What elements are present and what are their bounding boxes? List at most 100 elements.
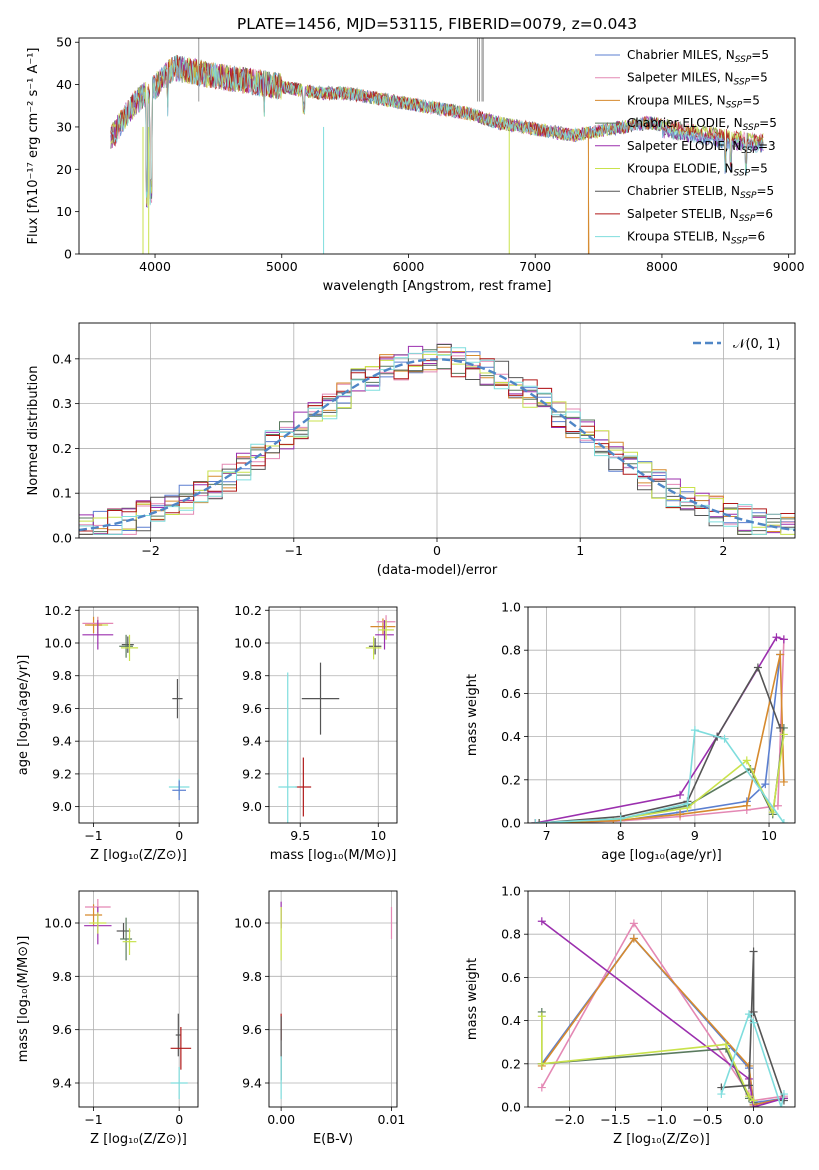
- x-tick-label: 0.00: [267, 1112, 295, 1127]
- weight-series-line: [535, 654, 785, 823]
- legend-suffix: =5: [750, 162, 768, 176]
- legend-text: Chabrier ELODIE, N: [627, 116, 743, 130]
- x-tick-label: 0: [433, 543, 441, 558]
- y-tick-label: 1.0: [501, 600, 521, 615]
- x-axis-label: Z [log₁₀(Z/Z⊙)]: [90, 1132, 187, 1147]
- x-tick-label: 10: [370, 828, 386, 843]
- y-tick-label: 20: [56, 162, 72, 177]
- panel-weight-vs-age: 7 8 9 10 0.0 0.2 0.4 0.6 0.8 1.0 age [log₁₀(age/yr…: [465, 600, 796, 863]
- weight-marker: [720, 734, 729, 743]
- x-tick-label: 10: [761, 828, 777, 843]
- y-tick-label: 0.4: [501, 1013, 521, 1028]
- y-axis-label: mass weight: [465, 958, 480, 1040]
- y-tick-label: 9.4: [242, 734, 262, 749]
- x-tick-label: −2.0: [554, 1112, 584, 1127]
- weight-marker: [779, 777, 788, 786]
- y-tick-label: 0.6: [501, 686, 521, 701]
- y-tick-label: 0: [64, 247, 72, 262]
- weight-series-line: [541, 921, 785, 1102]
- legend-suffix: =5: [750, 71, 768, 85]
- x-tick-label: 8000: [646, 259, 678, 274]
- legend-subscript: SSP: [735, 55, 752, 65]
- plot-area-weight-vs-age: [528, 607, 795, 823]
- y-tick-label: 9.2: [52, 766, 72, 781]
- x-axis-label: Z [log₁₀(Z/Z⊙)]: [90, 848, 187, 863]
- weight-marker: [690, 726, 699, 735]
- legend-subscript: SSP: [739, 214, 756, 224]
- y-tick-label: 0.0: [52, 531, 72, 546]
- y-tick-label: 0.2: [501, 1056, 521, 1071]
- y-tick-label: 0.8: [501, 927, 521, 942]
- legend-suffix: =5: [742, 93, 760, 107]
- x-tick-label: −0.5: [692, 1112, 722, 1127]
- x-tick-label: 7: [543, 828, 551, 843]
- weight-marker: [721, 1040, 730, 1049]
- y-tick-label: 10.2: [234, 603, 262, 618]
- legend-suffix: =5: [757, 184, 775, 198]
- axes-frame: [78, 890, 199, 1108]
- x-axis-label: age [log₁₀(age/yr)]: [601, 848, 722, 863]
- legend-entry: Chabrier MILES, NSSP=5: [627, 48, 769, 65]
- legend-suffix: =5: [759, 116, 777, 130]
- y-tick-label: 10.2: [44, 603, 72, 618]
- weight-marker: [749, 1096, 758, 1105]
- weight-marker: [773, 801, 782, 810]
- panel-mass-vs-EBV: 0.00 0.01 9.4 9.6 9.8 10.0 E(B-V): [234, 890, 406, 1147]
- legend-subscript: SSP: [741, 146, 758, 156]
- weight-marker: [744, 1010, 753, 1019]
- weight-marker: [629, 919, 638, 928]
- axes-frame: [78, 322, 796, 539]
- x-tick-label: 7000: [519, 259, 551, 274]
- y-tick-label: 9.6: [242, 1022, 262, 1037]
- y-tick-label: 10: [56, 204, 72, 219]
- x-tick-label: 8: [617, 828, 625, 843]
- weight-marker: [683, 799, 692, 808]
- legend-suffix: =5: [751, 48, 769, 62]
- weight-marker: [531, 819, 540, 823]
- weight-marker: [609, 816, 618, 823]
- x-axis-label: (data-model)/error: [377, 563, 498, 578]
- legend-text: Chabrier STELIB, N: [627, 184, 740, 198]
- spectrum-line: [110, 55, 764, 206]
- y-tick-label: 0.8: [501, 643, 521, 658]
- weight-marker: [537, 1083, 546, 1092]
- weight-series-line: [535, 636, 785, 823]
- x-tick-label: 9: [691, 828, 699, 843]
- x-tick-label: 0.01: [378, 1112, 406, 1127]
- weight-marker: [779, 819, 788, 823]
- x-tick-label: −1.0: [646, 1112, 676, 1127]
- legend-text: Salpeter STELIB, N: [627, 207, 739, 221]
- weight-marker: [749, 1018, 758, 1027]
- x-tick-label: 0.0: [744, 1112, 764, 1127]
- normal-reference-curve: [79, 358, 795, 532]
- legend-text: Kroupa ELODIE, N: [627, 162, 734, 176]
- weight-marker: [779, 1090, 788, 1099]
- weight-marker: [537, 1012, 546, 1021]
- weight-marker: [742, 756, 751, 765]
- legend-entry: Salpeter STELIB, NSSP=6: [627, 207, 773, 224]
- histogram-step: [79, 347, 795, 535]
- weight-series-line: [541, 920, 785, 1107]
- axes-frame: [527, 606, 796, 824]
- y-tick-label: 9.8: [52, 969, 72, 984]
- weight-marker: [776, 723, 785, 732]
- x-axis-label: E(B-V): [313, 1132, 353, 1147]
- weight-marker: [535, 819, 544, 823]
- y-tick-label: 0.0: [501, 1100, 521, 1115]
- y-tick-label: 9.8: [242, 969, 262, 984]
- y-tick-label: 1.0: [501, 884, 521, 899]
- y-tick-label: 9.4: [242, 1076, 262, 1091]
- legend-text: Kroupa MILES, N: [627, 93, 726, 107]
- legend-subscript: SSP: [726, 100, 743, 110]
- weight-series-line: [721, 951, 785, 1101]
- legend-entry: Salpeter ELODIE, NSSP=3: [627, 139, 776, 156]
- x-tick-label: −2: [141, 543, 159, 558]
- x-tick-label: 1: [576, 543, 584, 558]
- legend-text: Chabrier MILES, N: [627, 48, 735, 62]
- y-tick-label: 9.8: [52, 668, 72, 683]
- legend-entry: Kroupa STELIB, NSSP=6: [627, 230, 765, 247]
- panel-weight-vs-Z: −2.0 −1.5 −1.0 −0.5 0.0 0.0 0.2 0.4 0.6 0.8 1.0 Z […: [465, 884, 796, 1147]
- x-tick-label: −1: [84, 1112, 102, 1127]
- y-tick-label: 0.0: [501, 816, 521, 831]
- weight-marker: [676, 810, 685, 819]
